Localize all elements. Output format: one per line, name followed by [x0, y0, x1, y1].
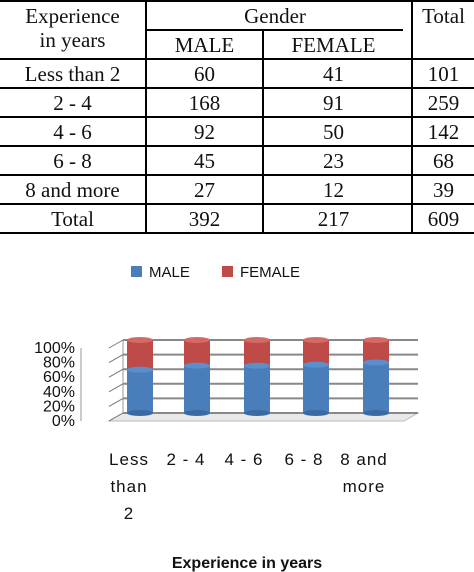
x-tick-label: 2: [124, 504, 134, 523]
x-tick-label: 6 - 8: [284, 450, 323, 469]
y-tick-label: 40%: [43, 384, 75, 401]
bar-segment-boundary: [184, 362, 210, 369]
legend-label-female: FEMALE: [240, 264, 300, 281]
female-value: 23: [263, 146, 403, 176]
y-tick-label: 60%: [43, 369, 75, 386]
total-header: Total: [412, 0, 474, 60]
total-value: 259: [412, 88, 474, 118]
male-header: MALE: [146, 30, 264, 60]
male-value: 27: [146, 175, 264, 205]
bar-segment-boundary: [363, 359, 389, 366]
gridline-diagonal: [108, 412, 124, 422]
total-male-value: 392: [146, 204, 264, 234]
bar-female: [127, 340, 153, 370]
row-label: 2 - 4: [0, 88, 147, 118]
male-value: 168: [146, 88, 264, 118]
experience-gender-chart: MALE FEMALE 0%20%40%60%80%100% Less than 2 2 -…: [34, 264, 420, 572]
bar-male: [127, 369, 153, 413]
gridline-diagonal: [108, 397, 124, 407]
total-value: 101: [412, 59, 474, 89]
legend-swatch-female: [222, 266, 233, 277]
y-tick-label: 0%: [52, 413, 75, 430]
legend-label-male: MALE: [149, 264, 190, 281]
row-header-cell: Experience in years: [0, 0, 147, 60]
plot-wall-edge: [108, 340, 124, 422]
bar-female-top: [127, 337, 153, 343]
bar-female: [184, 340, 210, 366]
y-tick-label: 20%: [43, 398, 75, 415]
bar-female-top: [303, 337, 329, 343]
total-value: 142: [412, 117, 474, 147]
female-value: 41: [263, 59, 403, 89]
bar-segment-boundary: [303, 361, 329, 368]
total-value: 68: [412, 146, 474, 176]
total-female-value: 217: [263, 204, 403, 234]
bar-male: [303, 364, 329, 413]
experience-gender-table: Experience in years Gender Total MALE FE…: [0, 0, 474, 234]
gender-header: Gender: [146, 0, 403, 31]
x-tick-label: more: [343, 477, 386, 496]
male-value: 60: [146, 59, 264, 89]
total-row-label: Total: [0, 204, 147, 234]
female-value: 91: [263, 88, 403, 118]
male-value: 45: [146, 146, 264, 176]
female-value: 50: [263, 117, 403, 147]
x-tick-label: 8 and: [340, 450, 388, 469]
x-tick-label: 2 - 4: [166, 450, 205, 469]
bar-male-base: [127, 410, 153, 416]
bar-segment-boundary: [127, 366, 153, 373]
y-tick-label: 80%: [43, 355, 75, 372]
bar-male-base: [244, 410, 270, 416]
row-label: 6 - 8: [0, 146, 147, 176]
female-value: 12: [263, 175, 403, 205]
row-label: Less than 2: [0, 59, 147, 89]
bar-male: [184, 365, 210, 413]
x-axis-title: Experience in years: [172, 555, 322, 572]
female-header: FEMALE: [263, 30, 403, 60]
bar-male-base: [363, 410, 389, 416]
row-label: 8 and more: [0, 175, 147, 205]
bar-female-top: [184, 337, 210, 343]
legend-swatch-male: [131, 266, 142, 277]
bar-male-base: [303, 410, 329, 416]
x-tick-label: 4 - 6: [224, 450, 263, 469]
gridline-diagonal: [108, 354, 124, 364]
male-value: 92: [146, 117, 264, 147]
bar-female-top: [363, 337, 389, 343]
bar-female-top: [244, 337, 270, 343]
row-label: 4 - 6: [0, 117, 147, 147]
x-tick-label: than: [110, 477, 147, 496]
y-tick-label: 100%: [34, 340, 75, 357]
gridline-diagonal: [108, 339, 124, 349]
total-value: 39: [412, 175, 474, 205]
bar-male: [244, 365, 270, 413]
bar-female: [244, 340, 270, 366]
gridline-diagonal: [108, 368, 124, 378]
x-tick-label: Less: [109, 450, 149, 469]
bar-male: [363, 362, 389, 413]
bar-female: [303, 340, 329, 365]
gridline-diagonal: [108, 383, 124, 393]
row-header-line-1: Experience: [25, 4, 120, 28]
row-header-line-2: in years: [39, 28, 106, 52]
bar-male-base: [184, 410, 210, 416]
bar-segment-boundary: [244, 362, 270, 369]
grand-total-value: 609: [412, 204, 474, 234]
bar-female: [363, 340, 389, 363]
